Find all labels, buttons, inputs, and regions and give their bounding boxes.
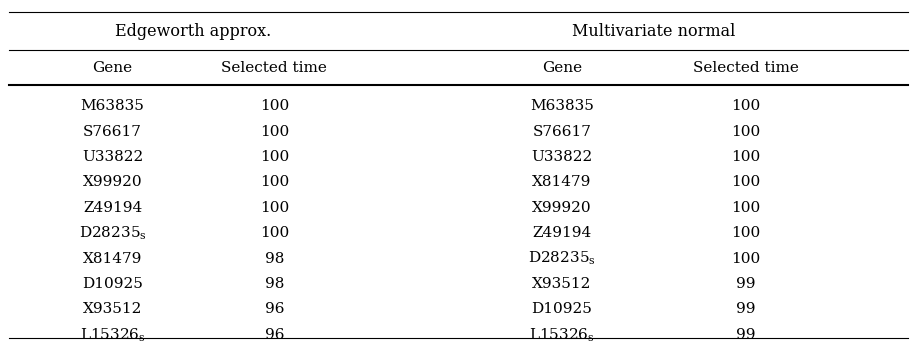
Text: Selected time: Selected time bbox=[221, 61, 327, 75]
Text: Gene: Gene bbox=[542, 61, 582, 75]
Text: 100: 100 bbox=[732, 226, 761, 240]
Text: U33822: U33822 bbox=[531, 150, 592, 164]
Text: D28235$_{\mathregular{s}}$: D28235$_{\mathregular{s}}$ bbox=[528, 250, 596, 267]
Text: S76617: S76617 bbox=[83, 125, 142, 139]
Text: S76617: S76617 bbox=[533, 125, 591, 139]
Text: 96: 96 bbox=[264, 302, 284, 316]
Text: 99: 99 bbox=[736, 277, 756, 291]
Text: 100: 100 bbox=[260, 99, 289, 113]
Text: D10925: D10925 bbox=[83, 277, 143, 291]
Text: 98: 98 bbox=[265, 277, 284, 291]
Text: X99920: X99920 bbox=[83, 175, 142, 189]
Text: Z49194: Z49194 bbox=[532, 226, 591, 240]
Text: 100: 100 bbox=[732, 252, 761, 266]
Text: 100: 100 bbox=[260, 125, 289, 139]
Text: 100: 100 bbox=[732, 125, 761, 139]
Text: 98: 98 bbox=[265, 252, 284, 266]
Text: Selected time: Selected time bbox=[693, 61, 799, 75]
Text: U33822: U33822 bbox=[82, 150, 143, 164]
Text: 100: 100 bbox=[260, 201, 289, 215]
Text: 96: 96 bbox=[264, 328, 284, 342]
Text: 100: 100 bbox=[732, 175, 761, 189]
Text: D28235$_{\mathregular{s}}$: D28235$_{\mathregular{s}}$ bbox=[79, 224, 147, 242]
Text: 100: 100 bbox=[732, 99, 761, 113]
Text: L15326$_{\mathregular{s}}$: L15326$_{\mathregular{s}}$ bbox=[529, 326, 595, 343]
Text: X81479: X81479 bbox=[532, 175, 591, 189]
Text: Multivariate normal: Multivariate normal bbox=[572, 23, 735, 40]
Text: 100: 100 bbox=[260, 226, 289, 240]
Text: X81479: X81479 bbox=[83, 252, 142, 266]
Text: M63835: M63835 bbox=[530, 99, 594, 113]
Text: M63835: M63835 bbox=[81, 99, 145, 113]
Text: 100: 100 bbox=[732, 150, 761, 164]
Text: Z49194: Z49194 bbox=[83, 201, 142, 215]
Text: 99: 99 bbox=[736, 302, 756, 316]
Text: 100: 100 bbox=[732, 201, 761, 215]
Text: Edgeworth approx.: Edgeworth approx. bbox=[116, 23, 271, 40]
Text: 99: 99 bbox=[736, 328, 756, 342]
Text: X93512: X93512 bbox=[532, 277, 591, 291]
Text: D10925: D10925 bbox=[532, 302, 592, 316]
Text: L15326$_{\mathregular{s}}$: L15326$_{\mathregular{s}}$ bbox=[80, 326, 146, 343]
Text: X93512: X93512 bbox=[83, 302, 142, 316]
Text: X99920: X99920 bbox=[532, 201, 591, 215]
Text: 100: 100 bbox=[260, 175, 289, 189]
Text: Gene: Gene bbox=[93, 61, 133, 75]
Text: 100: 100 bbox=[260, 150, 289, 164]
